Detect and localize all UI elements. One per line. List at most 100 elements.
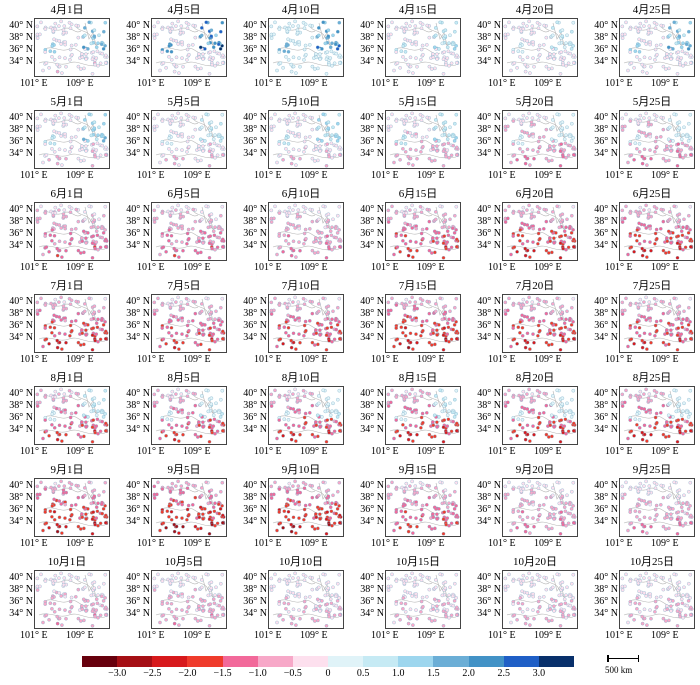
station-point	[401, 412, 406, 416]
station-point	[665, 423, 670, 428]
station-point	[35, 312, 40, 316]
terrain-outline	[669, 482, 683, 510]
y-tick-label: 34° N	[360, 332, 384, 343]
y-tick-label: 34° N	[243, 332, 267, 343]
station-point	[571, 429, 576, 433]
station-point	[637, 50, 642, 54]
station-point	[679, 56, 684, 60]
station-point	[50, 228, 55, 232]
station-point	[53, 27, 58, 31]
station-point	[208, 510, 213, 514]
station-point	[84, 241, 88, 245]
station-point	[675, 164, 680, 168]
station-point	[638, 119, 643, 123]
map-panel: 7月15日 40° N 38° N 36° N 34° N 101° E 109° E	[351, 280, 467, 372]
station-point	[404, 205, 409, 210]
station-point	[286, 142, 291, 146]
station-point	[74, 115, 78, 120]
station-point	[538, 328, 542, 333]
station-point	[419, 302, 424, 306]
station-point	[327, 246, 331, 251]
station-point	[35, 36, 40, 40]
station-point	[629, 61, 634, 65]
panel-title: 7月15日	[398, 280, 438, 292]
station-point	[677, 218, 682, 222]
station-point	[547, 159, 551, 163]
station-point	[321, 204, 325, 209]
station-point	[314, 423, 319, 428]
station-point	[80, 236, 84, 240]
station-point	[185, 426, 189, 430]
station-point	[445, 505, 450, 509]
station-point	[336, 305, 340, 310]
station-point	[204, 296, 208, 301]
station-point	[414, 516, 418, 520]
station-point	[165, 417, 170, 421]
terrain-outline	[659, 24, 687, 46]
station-point	[507, 388, 511, 393]
station-point	[215, 521, 220, 526]
station-point	[80, 328, 84, 332]
station-point	[685, 143, 689, 148]
station-point	[547, 435, 551, 439]
station-point	[408, 407, 413, 411]
station-point	[427, 64, 432, 69]
station-point	[152, 36, 157, 40]
station-point	[406, 62, 410, 67]
y-tick-label: 38° N	[9, 492, 33, 503]
station-point	[315, 413, 320, 418]
station-point	[213, 41, 217, 45]
station-point	[209, 304, 214, 308]
station-point	[38, 32, 42, 37]
station-point	[511, 395, 516, 399]
station-point	[281, 526, 285, 530]
station-point	[282, 49, 287, 53]
station-point	[555, 296, 559, 301]
station-point	[415, 156, 419, 161]
station-point	[638, 21, 643, 26]
x-tick-label: 101° E	[605, 262, 633, 273]
station-point	[638, 205, 643, 210]
station-point	[538, 420, 542, 425]
station-point	[318, 420, 322, 424]
station-point	[443, 126, 448, 130]
station-point	[433, 342, 437, 347]
y-tick-label: 36° N	[126, 320, 150, 331]
station-point	[44, 153, 49, 157]
station-point	[209, 310, 214, 314]
station-point	[53, 113, 58, 118]
station-point	[198, 137, 203, 142]
station-point	[551, 486, 555, 490]
station-point	[176, 295, 180, 300]
station-point	[689, 53, 693, 58]
station-point	[273, 480, 277, 485]
panel-title: 5月10日	[281, 96, 321, 108]
station-point	[169, 129, 173, 134]
station-point	[44, 337, 49, 341]
station-point	[201, 420, 205, 424]
station-point	[156, 296, 160, 301]
station-point	[48, 141, 53, 145]
station-point	[185, 242, 189, 246]
station-point	[269, 128, 274, 132]
station-point	[420, 43, 425, 48]
station-point	[445, 516, 450, 520]
station-point	[406, 338, 410, 343]
station-point	[336, 397, 340, 402]
station-point	[419, 47, 424, 52]
station-point	[406, 154, 410, 159]
station-point	[41, 528, 45, 533]
station-point	[688, 429, 693, 433]
station-point	[208, 234, 213, 238]
station-point	[390, 388, 394, 393]
map-panel: 8月25日 40° N 38° N 36° N 34° N 101° E 109° E	[585, 372, 700, 464]
station-point	[635, 55, 639, 59]
station-point	[563, 233, 568, 238]
station-point	[57, 607, 62, 612]
station-point	[671, 507, 675, 511]
station-point	[63, 148, 67, 152]
station-point	[624, 20, 628, 25]
station-point	[431, 420, 435, 424]
station-point	[291, 55, 296, 60]
station-point	[448, 33, 452, 38]
